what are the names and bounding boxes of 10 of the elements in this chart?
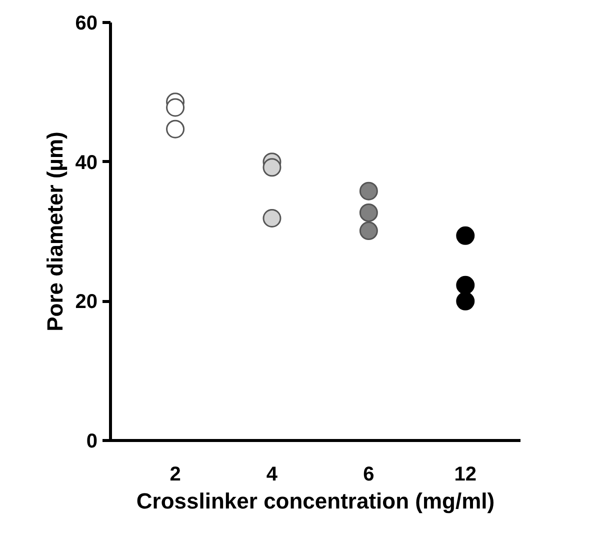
y-tick-label: 0 <box>86 430 98 452</box>
y-tick-label: 40 <box>75 152 98 174</box>
y-tick-label: 20 <box>75 291 98 314</box>
x-axis-title: Crosslinker concentration (mg/ml) <box>136 488 495 514</box>
y-tick-label: 60 <box>75 12 98 34</box>
x-tick-label: 4 <box>266 464 278 486</box>
x-tick-label: 6 <box>363 464 374 486</box>
x-tick-label: 2 <box>170 464 181 486</box>
x-tick-label: 12 <box>454 464 477 486</box>
y-axis-title: Pore diameter (µm) <box>42 132 68 332</box>
